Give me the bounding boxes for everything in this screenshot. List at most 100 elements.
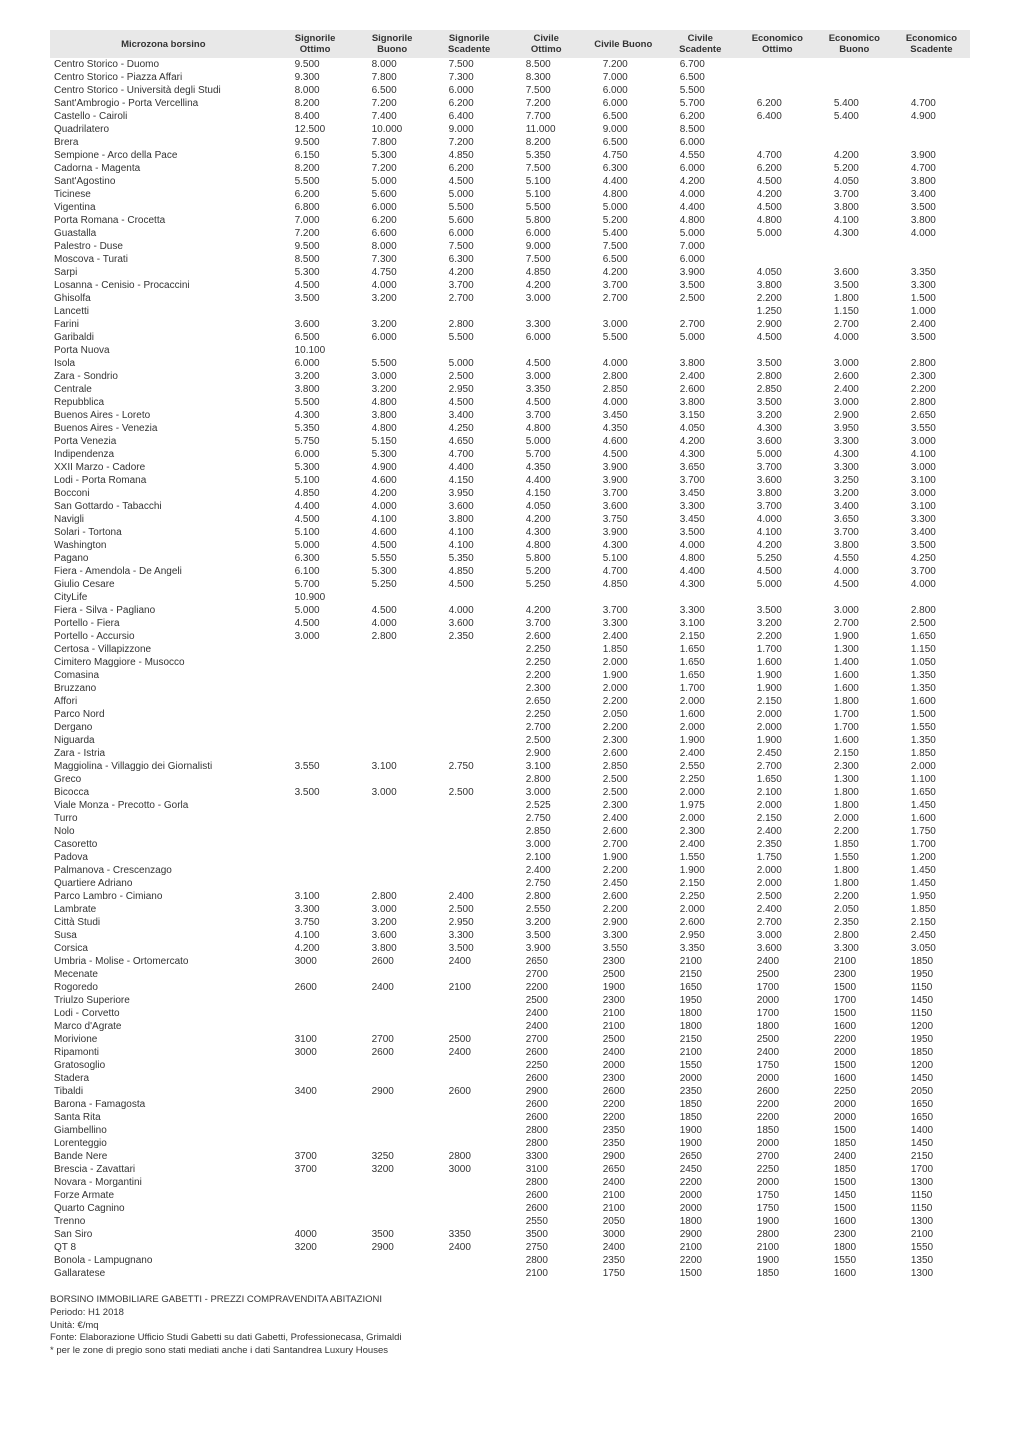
zone-name: Città Studi bbox=[50, 916, 277, 929]
price-cell: 5.250 bbox=[508, 578, 585, 591]
price-cell: 3.700 bbox=[739, 461, 816, 474]
price-cell: 3.550 bbox=[585, 942, 662, 955]
price-cell: 3250 bbox=[354, 1150, 431, 1163]
footer-note: * per le zone di pregio sono stati media… bbox=[50, 1345, 970, 1358]
price-cell: 2.400 bbox=[662, 747, 739, 760]
price-cell: 2800 bbox=[739, 1228, 816, 1241]
price-cell: 2100 bbox=[816, 955, 893, 968]
zone-name: Rogoredo bbox=[50, 981, 277, 994]
price-cell: 3.600 bbox=[277, 318, 354, 331]
price-cell bbox=[508, 344, 585, 357]
price-cell: 2200 bbox=[585, 1098, 662, 1111]
price-cell: 3.800 bbox=[739, 487, 816, 500]
price-cell: 1750 bbox=[585, 1267, 662, 1280]
zone-name: Triulzo Superiore bbox=[50, 994, 277, 1007]
table-row: Giulio Cesare5.7005.2504.5005.2504.8504.… bbox=[50, 578, 970, 591]
table-row: Certosa - Villapizzone2.2501.8501.6501.7… bbox=[50, 643, 970, 656]
price-cell: 5.750 bbox=[277, 435, 354, 448]
table-row: Santa Rita260022001850220020001650 bbox=[50, 1111, 970, 1124]
zone-name: Quarto Cagnino bbox=[50, 1202, 277, 1215]
zone-name: Lambrate bbox=[50, 903, 277, 916]
price-cell bbox=[431, 669, 508, 682]
price-cell: 3.600 bbox=[431, 500, 508, 513]
price-cell: 2700 bbox=[508, 1033, 585, 1046]
price-cell: 2650 bbox=[508, 955, 585, 968]
zone-name: Nolo bbox=[50, 825, 277, 838]
price-cell: 1850 bbox=[739, 1124, 816, 1137]
price-cell: 4.600 bbox=[354, 474, 431, 487]
price-cell: 3.600 bbox=[739, 474, 816, 487]
price-cell: 2200 bbox=[739, 1098, 816, 1111]
price-cell bbox=[431, 591, 508, 604]
table-row: Novara - Morgantini280024002200200015001… bbox=[50, 1176, 970, 1189]
price-cell: 2.400 bbox=[431, 890, 508, 903]
price-cell: 5.600 bbox=[431, 214, 508, 227]
price-cell: 2800 bbox=[508, 1124, 585, 1137]
price-cell: 3.900 bbox=[585, 461, 662, 474]
price-cell: 3.500 bbox=[739, 357, 816, 370]
zone-name: Moscova - Turati bbox=[50, 253, 277, 266]
table-row: Lodi - Porta Romana5.1004.6004.1504.4003… bbox=[50, 474, 970, 487]
price-cell: 3.200 bbox=[739, 409, 816, 422]
price-cell bbox=[277, 1137, 354, 1150]
price-cell: 6.300 bbox=[585, 162, 662, 175]
price-cell: 1800 bbox=[662, 1020, 739, 1033]
price-cell: 3.200 bbox=[277, 370, 354, 383]
price-cell: 2.000 bbox=[662, 721, 739, 734]
price-cell: 6.000 bbox=[354, 201, 431, 214]
price-cell: 4.350 bbox=[585, 422, 662, 435]
zone-name: Lodi - Porta Romana bbox=[50, 474, 277, 487]
price-cell: 1800 bbox=[662, 1215, 739, 1228]
price-cell: 2.400 bbox=[816, 383, 893, 396]
price-cell bbox=[431, 799, 508, 812]
price-cell: 4.000 bbox=[585, 396, 662, 409]
price-cell: 1.800 bbox=[816, 292, 893, 305]
price-cell: 2900 bbox=[662, 1228, 739, 1241]
price-cell: 2.850 bbox=[585, 383, 662, 396]
price-cell: 4.850 bbox=[277, 487, 354, 500]
price-cell bbox=[431, 682, 508, 695]
price-cell bbox=[893, 71, 970, 84]
price-cell: 3.300 bbox=[816, 942, 893, 955]
price-cell: 2400 bbox=[354, 981, 431, 994]
price-cell: 4.200 bbox=[662, 435, 739, 448]
table-row: Trenno255020501800190016001300 bbox=[50, 1215, 970, 1228]
price-cell: 3.000 bbox=[585, 318, 662, 331]
price-cell: 2050 bbox=[893, 1085, 970, 1098]
price-cell bbox=[893, 344, 970, 357]
price-cell: 2600 bbox=[739, 1085, 816, 1098]
price-cell: 6.000 bbox=[662, 136, 739, 149]
price-cell bbox=[739, 253, 816, 266]
price-cell: 1.900 bbox=[585, 851, 662, 864]
price-cell bbox=[277, 1176, 354, 1189]
table-row: Buenos Aires - Loreto4.3003.8003.4003.70… bbox=[50, 409, 970, 422]
price-cell: 3.400 bbox=[816, 500, 893, 513]
price-cell: 4.800 bbox=[662, 214, 739, 227]
price-cell: 1850 bbox=[739, 1267, 816, 1280]
zone-name: Centrale bbox=[50, 383, 277, 396]
price-cell: 2500 bbox=[585, 968, 662, 981]
price-cell: 2600 bbox=[585, 1085, 662, 1098]
table-row: Bande Nere370032502800330029002650270024… bbox=[50, 1150, 970, 1163]
price-cell: 2000 bbox=[816, 1111, 893, 1124]
price-cell: 9.500 bbox=[277, 136, 354, 149]
price-cell bbox=[354, 747, 431, 760]
table-body: Centro Storico - Duomo9.5008.0007.5008.5… bbox=[50, 58, 970, 1280]
table-row: Mecenate270025002150250023001950 bbox=[50, 968, 970, 981]
price-cell: 3.300 bbox=[816, 435, 893, 448]
price-cell: 5.400 bbox=[816, 97, 893, 110]
zone-name: Mecenate bbox=[50, 968, 277, 981]
price-cell bbox=[431, 1202, 508, 1215]
zone-name: Bocconi bbox=[50, 487, 277, 500]
price-cell: 4.100 bbox=[431, 539, 508, 552]
price-cell: 4.500 bbox=[508, 396, 585, 409]
price-cell: 3.100 bbox=[893, 500, 970, 513]
price-cell: 1150 bbox=[893, 981, 970, 994]
price-cell: 1850 bbox=[893, 1046, 970, 1059]
price-cell: 5.500 bbox=[585, 331, 662, 344]
price-cell: 3.100 bbox=[277, 890, 354, 903]
price-cell bbox=[354, 851, 431, 864]
price-cell bbox=[277, 1189, 354, 1202]
price-cell: 6.200 bbox=[739, 97, 816, 110]
price-cell: 2.400 bbox=[662, 370, 739, 383]
